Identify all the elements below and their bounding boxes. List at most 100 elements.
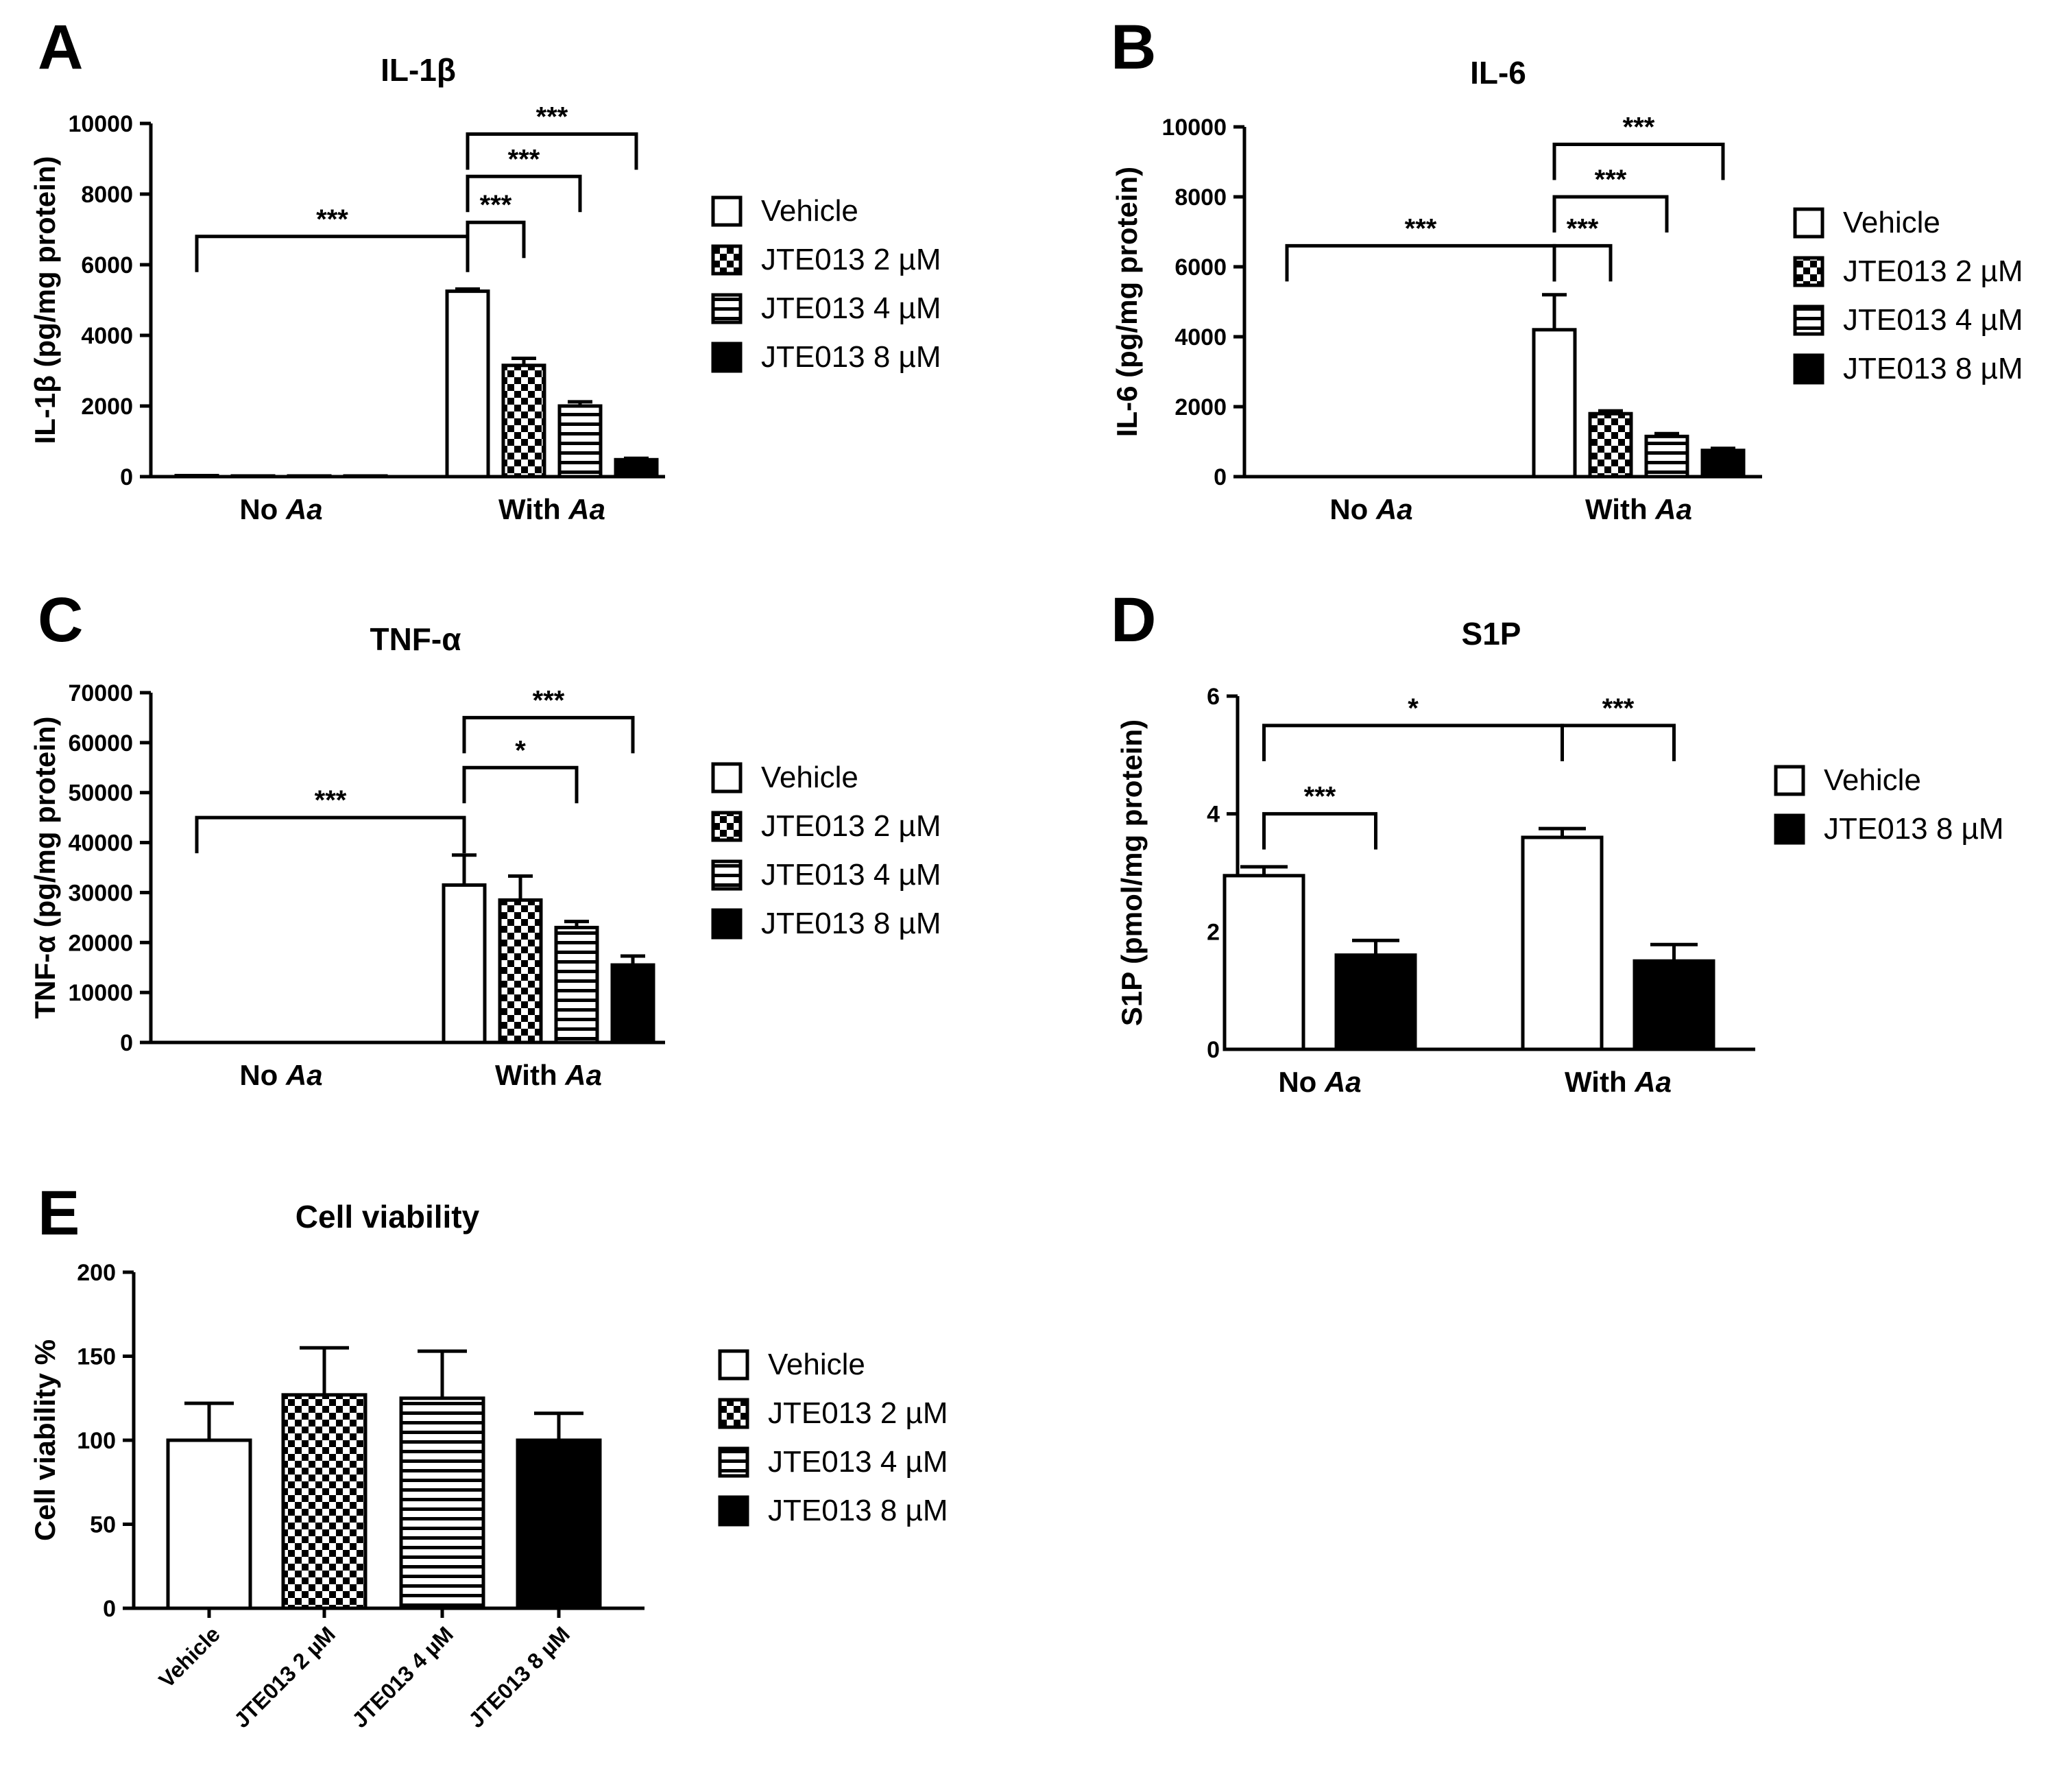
legend-swatch <box>711 342 743 373</box>
bar <box>230 474 276 479</box>
y-tick-label: 70000 <box>68 680 133 706</box>
legend-label: JTE013 4 µM <box>761 858 941 892</box>
significance-bracket <box>466 174 582 213</box>
panel-letter: A <box>38 12 83 82</box>
bar <box>1532 328 1577 479</box>
x-group-label: No Aa <box>239 493 322 525</box>
significance-bracket <box>195 235 470 272</box>
legend-label: Vehicle <box>768 1348 865 1381</box>
x-group-label-italic: Aa <box>285 493 323 525</box>
significance-bracket <box>466 132 638 170</box>
y-axis-label: Cell viability % <box>29 1339 61 1541</box>
significance-label: *** <box>508 144 540 174</box>
legend-swatch <box>1793 305 1824 336</box>
significance-label: * <box>1408 693 1419 724</box>
legend-swatch <box>718 1495 749 1527</box>
x-group-label-text: No <box>1329 493 1376 525</box>
legend-label: JTE013 4 µM <box>1843 303 2023 337</box>
bar <box>1588 411 1633 479</box>
y-tick-label: 0 <box>120 1030 133 1056</box>
significance-label: *** <box>480 190 512 220</box>
panel-letter: B <box>1111 12 1156 82</box>
chart-panel-b: B IL-6 0 2000 4000 6000 8000 10000 IL-6 (pg/mg p… <box>1111 12 2023 525</box>
y-tick-label: 60000 <box>68 730 133 756</box>
y-tick-label: 2000 <box>1174 394 1227 420</box>
legend-label: JTE013 2 µM <box>761 809 941 843</box>
x-group-label: With Aa <box>1565 1066 1672 1098</box>
y-tick-label: 150 <box>77 1344 116 1370</box>
bar <box>287 474 332 479</box>
bar <box>166 1438 252 1610</box>
x-group-label-text: With <box>498 493 568 525</box>
legend-swatch <box>1793 207 1824 239</box>
legend-swatch <box>1774 765 1805 796</box>
legend-label: Vehicle <box>761 194 858 228</box>
y-tick-label: 2000 <box>81 394 133 420</box>
y-tick-label: 10000 <box>68 980 133 1006</box>
significance-label: * <box>515 735 526 765</box>
chart-title: Cell viability <box>296 1199 480 1234</box>
y-tick-label: 20000 <box>68 930 133 956</box>
chart-panel-e: E Cell viability 0 50 100 150 200 Cell viabilit… <box>29 1178 948 1732</box>
bar <box>1644 434 1689 479</box>
x-group-label-text: With <box>1565 1066 1635 1098</box>
chart-title: S1P <box>1462 616 1521 652</box>
x-tick-label: JTE013 2 µM <box>229 1621 340 1732</box>
y-tick-label: 50 <box>90 1512 116 1538</box>
x-group-label-italic: Aa <box>1634 1066 1672 1098</box>
significance-label: *** <box>1304 782 1336 812</box>
legend-swatch <box>711 195 743 227</box>
x-group-label-italic: Aa <box>568 493 605 525</box>
y-tick-label: 8000 <box>1174 184 1227 211</box>
legend-swatch <box>711 244 743 276</box>
chart-title: TNF-α <box>370 621 461 657</box>
legend-label: JTE013 4 µM <box>768 1445 948 1479</box>
significance-label: *** <box>1602 693 1635 724</box>
panel-letter: C <box>38 585 83 655</box>
x-group-label-text: No <box>239 493 286 525</box>
legend-label: JTE013 8 µM <box>1843 352 2023 385</box>
y-tick-label: 0 <box>1214 464 1227 490</box>
x-group-label: No Aa <box>239 1059 322 1091</box>
x-group-label: With Aa <box>498 493 605 525</box>
x-group-label-italic: Aa <box>1375 493 1413 525</box>
legend-label: JTE013 8 µM <box>1824 812 2004 846</box>
legend-swatch <box>1774 813 1805 845</box>
y-tick-label: 6 <box>1207 684 1220 710</box>
y-axis-label: TNF-α (pg/mg protein) <box>29 716 61 1018</box>
x-group-label-italic: Aa <box>1654 493 1692 525</box>
x-tick-label: Vehicle <box>154 1621 225 1692</box>
bar <box>1222 874 1305 1051</box>
panel-letter: E <box>38 1178 80 1248</box>
chart-title: IL-6 <box>1470 55 1526 91</box>
x-tick-label: JTE013 4 µM <box>347 1621 458 1732</box>
x-group-label: No Aa <box>1329 493 1412 525</box>
legend-swatch <box>711 811 743 842</box>
y-tick-label: 4 <box>1207 802 1220 828</box>
legend-swatch <box>1793 256 1824 287</box>
significance-bracket <box>195 815 466 854</box>
legend-swatch <box>718 1398 749 1429</box>
x-group-label: With Aa <box>495 1059 602 1091</box>
significance-label: *** <box>1623 112 1655 143</box>
significance-bracket <box>1552 243 1613 282</box>
legend-label: JTE013 8 µM <box>761 907 941 940</box>
y-tick-label: 6000 <box>81 252 133 278</box>
significance-label: *** <box>1595 165 1627 195</box>
x-group-label-text: With <box>495 1059 565 1091</box>
x-group-label: With Aa <box>1585 493 1692 525</box>
y-tick-label: 100 <box>77 1428 116 1454</box>
legend-label: JTE013 4 µM <box>761 291 941 325</box>
legend-label: Vehicle <box>1824 763 1921 797</box>
y-axis-label: IL-6 (pg/mg protein) <box>1111 167 1143 437</box>
significance-bracket <box>1552 195 1669 232</box>
legend-swatch <box>718 1349 749 1381</box>
panel-letter: D <box>1111 585 1156 655</box>
legend-label: JTE013 2 µM <box>768 1396 948 1430</box>
legend-label: JTE013 8 µM <box>768 1494 948 1527</box>
y-tick-label: 0 <box>120 464 133 490</box>
significance-label: *** <box>315 785 347 815</box>
x-group-label-text: With <box>1585 493 1655 525</box>
y-tick-label: 10000 <box>68 111 133 137</box>
